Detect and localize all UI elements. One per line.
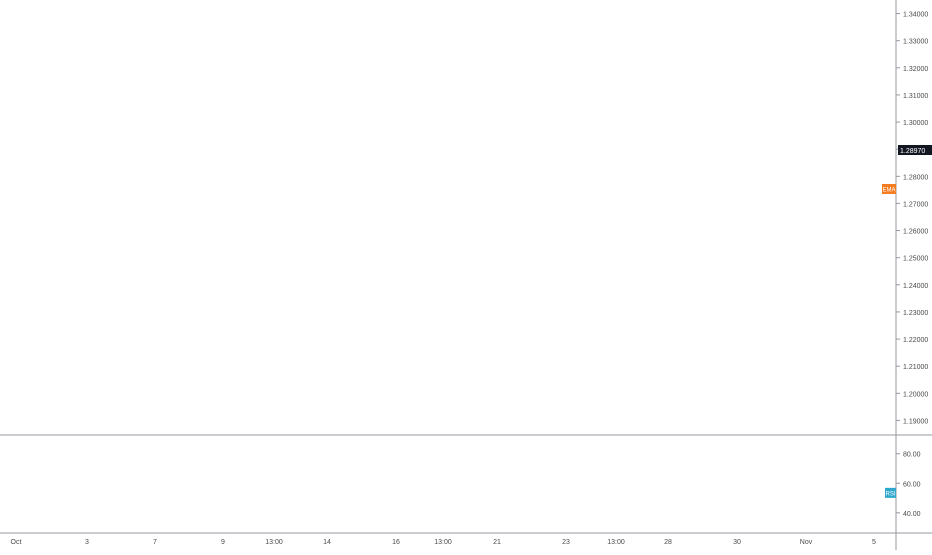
price-tick-label: 1.28000 [903, 174, 928, 181]
price-tick-label: 1.23000 [903, 310, 928, 317]
price-tick-label: 1.19000 [903, 418, 928, 425]
rsi-tick-label: 60.00 [903, 481, 921, 488]
price-tick-label: 1.34000 [903, 12, 928, 19]
ema-tag-text: EMA [882, 187, 895, 193]
x-tick-label: 3 [85, 539, 89, 546]
x-tick-label: 16 [392, 539, 400, 546]
price-tick-label: 1.32000 [903, 66, 928, 73]
price-tick-label: 1.22000 [903, 337, 928, 344]
price-tick-label: 1.25000 [903, 256, 928, 263]
x-tick-label: 13:00 [434, 539, 452, 546]
price-tick-label: 1.33000 [903, 39, 928, 46]
ema-tag: EMA [882, 183, 896, 194]
price-tick-label: 1.21000 [903, 364, 928, 371]
current-price-tag-text: 1.28970 [900, 148, 925, 155]
price-tick-label: 1.31000 [903, 93, 928, 100]
x-tick-label: 13:00 [265, 539, 283, 546]
x-tick-label: Oct [11, 539, 22, 546]
price-tick-label: 1.27000 [903, 201, 928, 208]
rsi-tick-label: 80.00 [903, 452, 921, 459]
price-tick-label: 1.26000 [903, 229, 928, 236]
rsi-tag-bg [885, 487, 896, 498]
x-tick-label: 13:00 [607, 539, 625, 546]
current-price-tag: 1.28970 [898, 145, 932, 156]
ema-tag-bg [882, 183, 896, 194]
rsi-tick-label: 40.00 [903, 511, 921, 518]
price-tick-label: 1.24000 [903, 283, 928, 290]
price-tick-label: 1.20000 [903, 391, 928, 398]
x-tick-label: 30 [733, 539, 741, 546]
rsi-tag-text: RSI [885, 491, 895, 497]
x-tick-label: Nov [800, 539, 813, 546]
x-tick-label: 23 [562, 539, 570, 546]
price-tick-label: 1.30000 [903, 120, 928, 127]
rsi-tag: RSI [885, 487, 896, 498]
x-tick-label: 21 [493, 539, 501, 546]
x-tick-label: 5 [872, 539, 876, 546]
x-tick-label: 14 [323, 539, 331, 546]
current-price-tag-bg [898, 145, 932, 156]
x-tick-label: 7 [153, 539, 157, 546]
x-tick-label: 28 [664, 539, 672, 546]
x-tick-label: 9 [221, 539, 225, 546]
